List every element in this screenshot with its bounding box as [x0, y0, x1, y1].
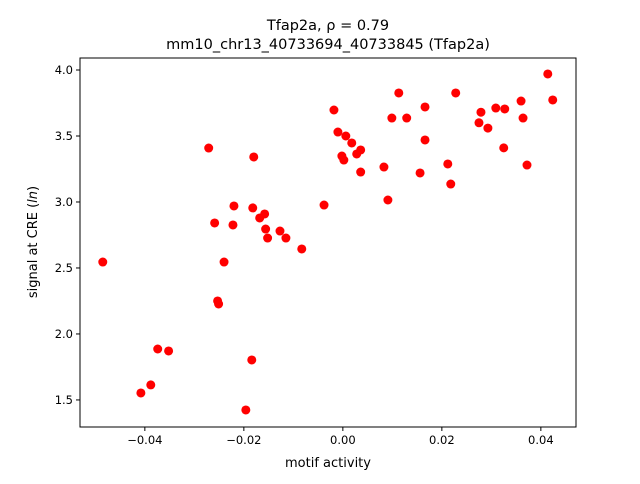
data-point: [261, 224, 271, 234]
axes-frame: [79, 57, 577, 428]
data-point: [483, 123, 493, 133]
y-tick-label: 2.0: [55, 327, 73, 341]
data-point: [446, 179, 456, 189]
data-point: [219, 257, 229, 267]
data-point: [275, 226, 285, 236]
y-axis-label: signal at CRE (ln): [26, 186, 41, 298]
x-tick-label: 0.04: [528, 433, 554, 447]
data-point: [356, 145, 366, 155]
data-point: [387, 113, 397, 123]
data-point: [153, 344, 163, 354]
chart-title-line2: mm10_chr13_40733694_40733845 (Tfap2a): [166, 37, 490, 53]
y-tick-label: 1.5: [55, 393, 73, 407]
data-point: [228, 220, 238, 230]
data-point: [297, 244, 307, 254]
data-point: [263, 233, 273, 243]
data-point: [249, 152, 259, 162]
data-point: [420, 102, 430, 112]
data-point: [347, 138, 357, 148]
data-point: [210, 218, 220, 228]
data-point: [229, 201, 239, 211]
y-axis-label-prefix: signal at CRE (: [26, 203, 41, 298]
data-point: [451, 88, 461, 98]
data-point: [281, 233, 291, 243]
data-point: [491, 103, 501, 113]
data-point: [319, 200, 329, 210]
chart-title-line1: Tfap2a, ρ = 0.79: [266, 18, 389, 34]
data-point: [500, 104, 510, 114]
x-axis-label: motif activity: [285, 456, 371, 471]
data-point: [476, 107, 486, 117]
data-point: [379, 162, 389, 172]
data-point: [394, 88, 404, 98]
data-point: [548, 95, 558, 105]
data-point: [248, 203, 258, 213]
x-tick-label: −0.04: [127, 433, 162, 447]
x-axis: −0.04 −0.02 0.00 0.02 0.04: [127, 427, 554, 447]
x-tick-label: −0.02: [226, 433, 261, 447]
data-point: [98, 257, 108, 267]
y-axis-label-suffix: ): [26, 186, 41, 191]
data-point: [402, 113, 412, 123]
data-point: [164, 346, 174, 356]
data-point: [415, 168, 425, 178]
data-point: [543, 69, 553, 79]
data-point: [474, 118, 484, 128]
data-point: [146, 380, 156, 390]
data-point: [499, 143, 509, 153]
data-point: [241, 405, 251, 415]
data-point: [214, 299, 224, 309]
data-point: [333, 127, 343, 137]
y-tick-label: 4.0: [55, 63, 73, 77]
data-point: [383, 195, 393, 205]
data-point: [341, 131, 351, 141]
data-point: [518, 113, 528, 123]
plot-area: [98, 69, 558, 415]
y-axis-label-italic: ln: [26, 191, 41, 203]
y-axis: 1.5 2.0 2.5 3.0 3.5 4.0: [55, 63, 80, 407]
x-tick-label: 0.00: [330, 433, 356, 447]
data-point: [329, 105, 339, 115]
data-point: [260, 209, 270, 219]
y-tick-label: 3.0: [55, 195, 73, 209]
data-point: [420, 135, 430, 145]
data-point: [443, 159, 453, 169]
x-tick-label: 0.02: [429, 433, 455, 447]
data-point: [356, 167, 366, 177]
data-point: [516, 96, 526, 106]
data-point: [339, 155, 349, 165]
data-point: [204, 143, 214, 153]
data-point: [247, 355, 257, 365]
y-tick-label: 3.5: [55, 129, 73, 143]
y-tick-label: 2.5: [55, 261, 73, 275]
data-point: [136, 388, 146, 398]
data-point: [522, 160, 532, 170]
